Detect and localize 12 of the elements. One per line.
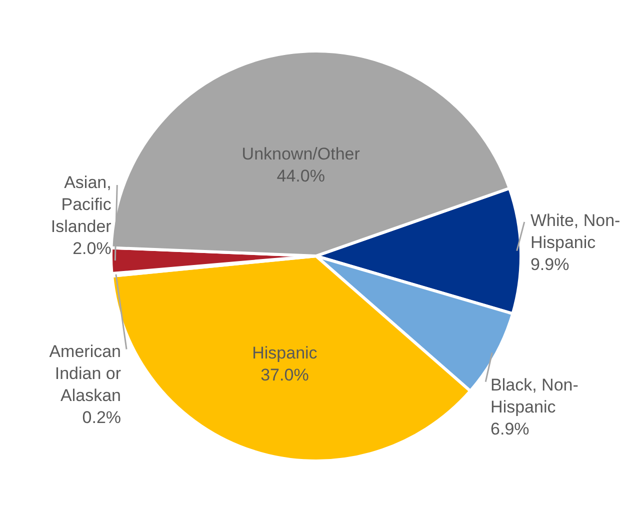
slice-label: Asian, Pacific Islander bbox=[50, 172, 112, 236]
slice-label: American Indian or Alaskan bbox=[49, 342, 122, 405]
data-label: 9.9% bbox=[530, 254, 570, 274]
data-label: 44.0% bbox=[276, 166, 325, 186]
data-label: 37.0% bbox=[260, 366, 309, 385]
slice-label: Black, Non-Hispanic bbox=[490, 375, 578, 416]
data-label: 0.2% bbox=[82, 408, 122, 427]
slice-label: White, Non-Hispanic bbox=[530, 210, 620, 252]
data-label: 6.9% bbox=[490, 419, 530, 438]
slice-label: Unknown/Other bbox=[242, 144, 360, 164]
slice-label: Hispanic bbox=[252, 344, 318, 363]
data-label: 2.0% bbox=[72, 238, 112, 258]
